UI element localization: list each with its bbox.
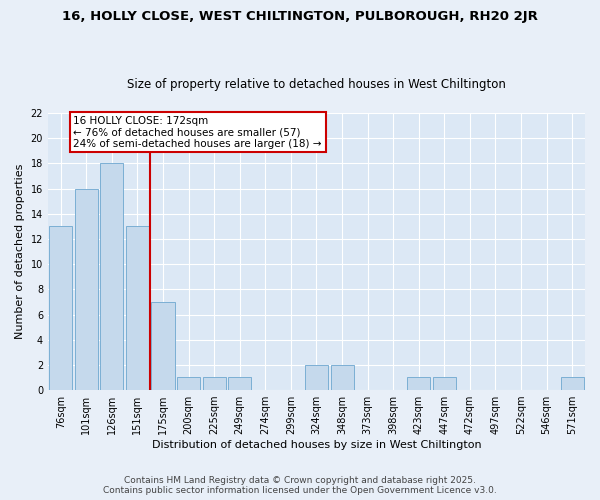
X-axis label: Distribution of detached houses by size in West Chiltington: Distribution of detached houses by size …: [152, 440, 481, 450]
Bar: [228, 378, 251, 390]
Bar: [126, 226, 149, 390]
Bar: [433, 378, 456, 390]
Text: Contains HM Land Registry data © Crown copyright and database right 2025.
Contai: Contains HM Land Registry data © Crown c…: [103, 476, 497, 495]
Bar: [100, 164, 124, 390]
Bar: [49, 226, 72, 390]
Bar: [561, 378, 584, 390]
Text: 16, HOLLY CLOSE, WEST CHILTINGTON, PULBOROUGH, RH20 2JR: 16, HOLLY CLOSE, WEST CHILTINGTON, PULBO…: [62, 10, 538, 23]
Title: Size of property relative to detached houses in West Chiltington: Size of property relative to detached ho…: [127, 78, 506, 91]
Bar: [151, 302, 175, 390]
Text: 16 HOLLY CLOSE: 172sqm
← 76% of detached houses are smaller (57)
24% of semi-det: 16 HOLLY CLOSE: 172sqm ← 76% of detached…: [73, 116, 322, 148]
Y-axis label: Number of detached properties: Number of detached properties: [15, 164, 25, 339]
Bar: [75, 188, 98, 390]
Bar: [331, 365, 353, 390]
Bar: [305, 365, 328, 390]
Bar: [177, 378, 200, 390]
Bar: [407, 378, 430, 390]
Bar: [203, 378, 226, 390]
